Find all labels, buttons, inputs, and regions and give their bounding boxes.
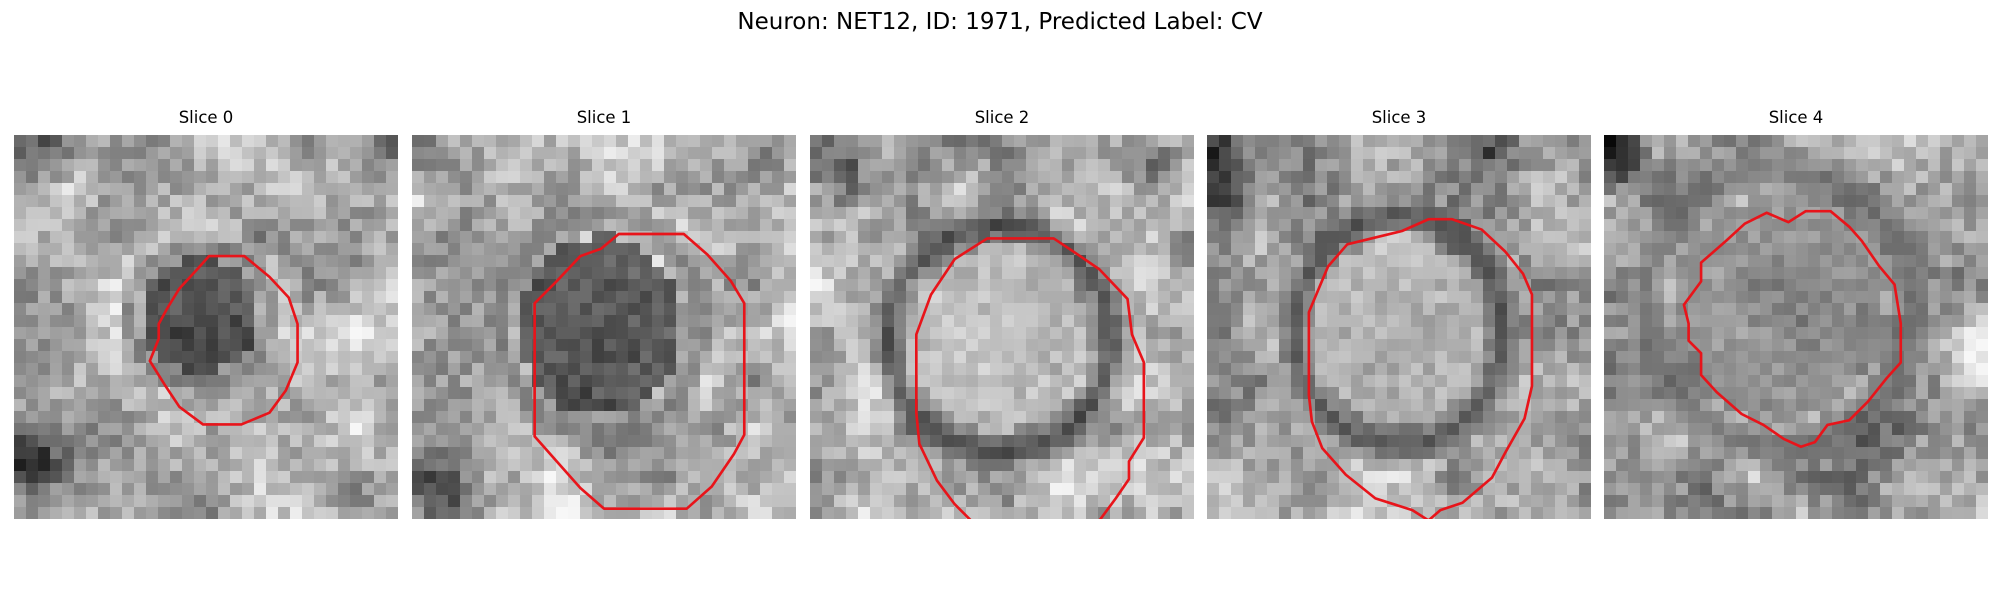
slice-panel-2: Slice 2	[810, 107, 1194, 521]
slice-title: Slice 3	[1371, 108, 1427, 127]
slice-title: Slice 0	[178, 108, 234, 127]
segmentation-contour	[1682, 209, 1903, 449]
segmentation-contour	[533, 232, 746, 510]
slice-title: Slice 2	[974, 108, 1030, 127]
segmentation-contour	[1307, 217, 1534, 519]
slice-panel-0: Slice 0	[14, 107, 398, 521]
segmentation-contour	[148, 254, 299, 426]
slice-image-3	[1207, 135, 1591, 519]
slice-panel-3: Slice 3	[1207, 107, 1591, 521]
slice-image-2	[810, 135, 1194, 519]
slice-image-1	[412, 135, 796, 519]
segmentation-contour	[914, 237, 1146, 519]
slice-title: Slice 1	[576, 108, 632, 127]
slice-title: Slice 4	[1768, 108, 1824, 127]
slice-image-0	[14, 135, 398, 519]
slice-image-4	[1604, 135, 1988, 519]
figure-title: Neuron: NET12, ID: 1971, Predicted Label…	[737, 9, 1263, 35]
slice-panel-4: Slice 4	[1604, 107, 1988, 521]
slice-panel-1: Slice 1	[412, 107, 796, 521]
